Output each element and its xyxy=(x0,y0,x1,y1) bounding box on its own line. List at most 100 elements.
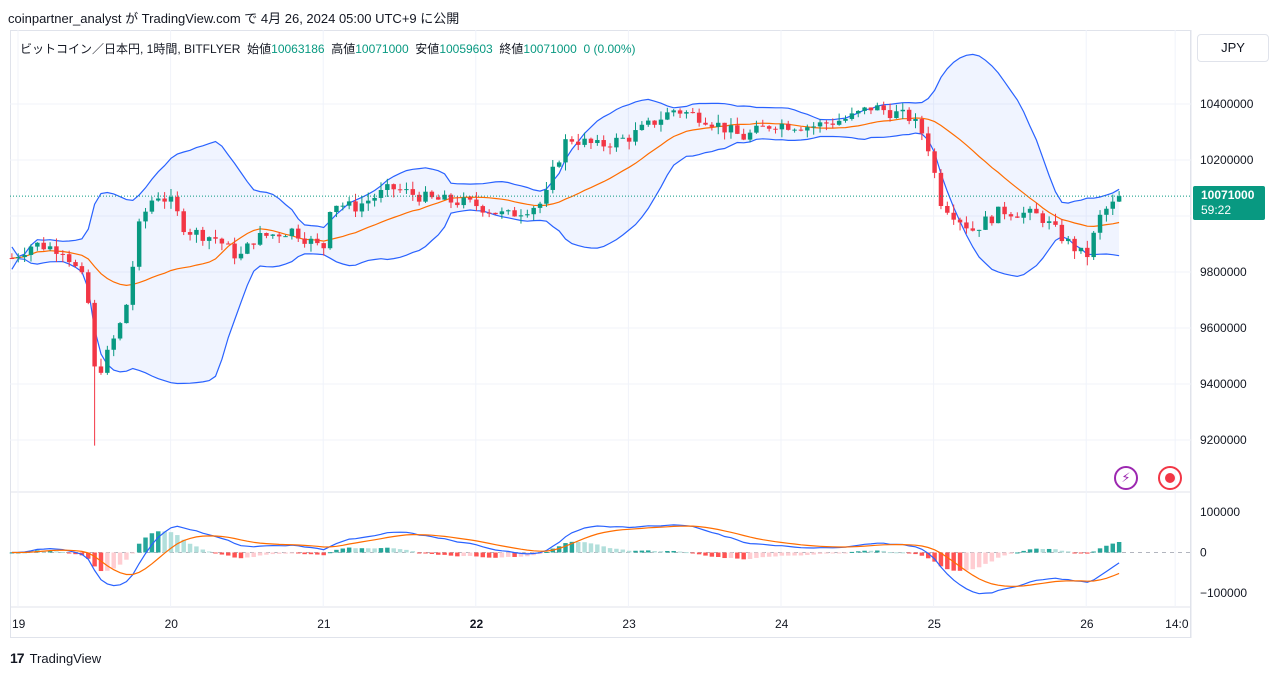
time-tick-label: 21 xyxy=(317,617,331,631)
candle-body xyxy=(951,212,956,220)
candle-body xyxy=(919,119,925,134)
candle-body xyxy=(906,109,912,121)
macd-histogram-bar xyxy=(518,552,524,557)
candle-body xyxy=(162,198,167,202)
macd-histogram-bar xyxy=(1040,548,1045,553)
candle-body xyxy=(817,122,823,127)
candle-body xyxy=(887,110,893,119)
candle-body xyxy=(397,189,403,191)
macd-histogram-bar xyxy=(735,552,740,559)
macd-histogram-bar xyxy=(760,552,766,558)
macd-histogram-bar xyxy=(938,552,944,567)
macd-histogram-bar xyxy=(677,551,683,553)
macd-histogram-bar xyxy=(461,552,466,557)
candle-body xyxy=(206,237,212,241)
candle-body xyxy=(1046,221,1052,223)
macd-histogram-bar xyxy=(385,547,390,553)
macd-histogram-bar xyxy=(849,551,855,553)
macd-histogram-bar xyxy=(626,550,632,553)
lightning-icon[interactable]: ⚡︎ xyxy=(1114,466,1138,490)
record-icon[interactable] xyxy=(1158,466,1182,490)
footer-brand[interactable]: 17 TradingView xyxy=(10,650,101,666)
candle-body xyxy=(830,123,836,125)
candle-body xyxy=(728,125,734,133)
macd-histogram-bar xyxy=(639,550,645,553)
macd-histogram-bar xyxy=(486,552,492,558)
high-value: 10071000 xyxy=(355,42,409,56)
candle-body xyxy=(480,206,486,213)
candle-body xyxy=(773,128,778,130)
candle-body xyxy=(716,122,721,127)
macd-histogram-bar xyxy=(926,552,931,559)
macd-histogram-bar xyxy=(665,550,670,553)
macd-histogram-bar xyxy=(1091,551,1096,553)
low-value: 10059603 xyxy=(439,42,493,56)
candle-body xyxy=(550,166,556,190)
macd-histogram-bar xyxy=(397,549,403,553)
currency-button[interactable]: JPY xyxy=(1197,34,1269,62)
macd-histogram-bar xyxy=(716,552,721,557)
candle-body xyxy=(200,229,206,241)
macd-histogram-bar xyxy=(703,552,708,556)
candle-body xyxy=(219,238,225,244)
macd-histogram-bar xyxy=(226,552,231,556)
macd-histogram-bar xyxy=(805,552,810,556)
candle-body xyxy=(900,109,906,112)
macd-histogram-bar xyxy=(601,546,606,553)
macd-histogram-bar xyxy=(894,552,899,554)
macd-histogram-bar xyxy=(372,548,377,553)
candle-body xyxy=(181,211,186,233)
candle-body xyxy=(875,105,880,111)
candle-body xyxy=(47,246,53,250)
macd-histogram-bar xyxy=(576,542,581,553)
candle-body xyxy=(741,133,746,140)
candle-body xyxy=(747,132,753,140)
candle-body xyxy=(792,129,797,131)
candle-body xyxy=(16,257,21,259)
candle-body xyxy=(404,189,409,191)
macd-histogram-bar xyxy=(270,552,276,555)
macd-histogram-bar xyxy=(366,548,371,553)
candle-body xyxy=(976,229,982,231)
candle-body xyxy=(677,110,683,114)
candle-body xyxy=(735,125,740,134)
candle-body xyxy=(1091,232,1096,258)
candle-body xyxy=(353,201,358,212)
candle-body xyxy=(493,212,498,215)
candle-body xyxy=(1059,224,1065,242)
candle-body xyxy=(105,349,110,373)
macd-histogram-bar xyxy=(932,552,937,562)
candle-body xyxy=(1008,214,1014,217)
macd-histogram-bar xyxy=(1078,552,1084,554)
candle-body xyxy=(652,120,657,125)
macd-tick-label: 0 xyxy=(1200,546,1207,560)
candle-body xyxy=(1053,221,1058,225)
macd-histogram-bar xyxy=(117,552,123,565)
macd-histogram-bar xyxy=(696,552,702,555)
candle-body xyxy=(455,202,460,206)
macd-histogram-bar xyxy=(429,552,435,554)
macd-histogram-bar xyxy=(442,552,447,555)
candle-body xyxy=(486,212,492,214)
macd-histogram-bar xyxy=(86,552,91,559)
macd-histogram-bar xyxy=(843,552,848,554)
price-tick-label: 9400000 xyxy=(1200,377,1247,391)
macd-histogram-bar xyxy=(353,548,358,553)
macd-histogram-bar xyxy=(1027,549,1033,553)
candle-body xyxy=(346,201,352,206)
macd-histogram-bar xyxy=(722,552,727,559)
bollinger-basis-line xyxy=(11,117,1120,287)
candle-body xyxy=(54,246,59,254)
bar-countdown: 59:22 xyxy=(1201,203,1232,218)
candle-body xyxy=(436,197,441,200)
candle-body xyxy=(926,133,931,152)
candle-body xyxy=(213,237,218,239)
candle-body xyxy=(296,228,301,239)
time-tick-label: 23 xyxy=(622,617,636,631)
publication-caption: coinpartner_analyst が TradingView.com で … xyxy=(8,11,460,26)
price-tick-label: 9600000 xyxy=(1200,321,1247,335)
candle-body xyxy=(836,120,842,125)
candle-body xyxy=(754,125,759,133)
candle-body xyxy=(556,162,562,167)
